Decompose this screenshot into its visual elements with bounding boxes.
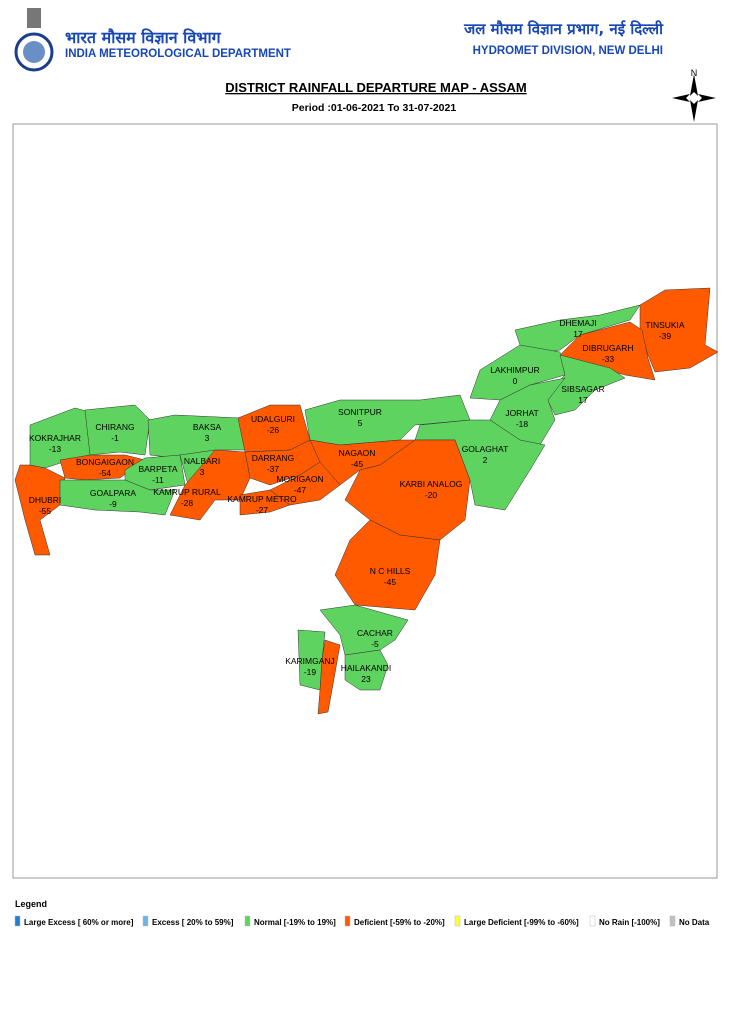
header-hindi-left: भारत मौसम विज्ञान विभाग xyxy=(65,28,222,47)
legend-label: No Data xyxy=(679,918,710,927)
district-value: -5 xyxy=(371,639,379,649)
district-name: CHIRANG xyxy=(95,422,134,432)
district-name: BAKSA xyxy=(193,422,222,432)
legend-swatch xyxy=(142,915,149,927)
district-shape xyxy=(239,489,291,516)
header-english-right: HYDROMET DIVISION, NEW DELHI xyxy=(473,45,663,57)
district-value: -45 xyxy=(384,577,397,587)
legend-swatch xyxy=(244,915,251,927)
district-shape xyxy=(317,639,341,715)
district-shape xyxy=(59,479,176,516)
district-shape xyxy=(334,519,441,611)
legend-label: Normal [-19% to 19%] xyxy=(254,918,336,927)
district-value: 17 xyxy=(573,329,583,339)
legend-label: Large Excess [ 60% or more] xyxy=(24,918,134,927)
district-value: -1 xyxy=(111,433,119,443)
legend-label: Deficient [-59% to -20%] xyxy=(354,918,445,927)
district-name: UDALGURI xyxy=(251,414,295,424)
district-shape xyxy=(414,419,546,511)
district-name: LAKHIMPUR xyxy=(490,365,540,375)
emblem xyxy=(14,8,54,72)
district-value: -9 xyxy=(109,499,117,509)
district-name: SIBSAGAR xyxy=(561,384,604,394)
district-name: GOALPARA xyxy=(90,488,136,498)
district-value: -55 xyxy=(39,506,52,516)
district-name: CACHAR xyxy=(357,628,393,638)
district-value: -45 xyxy=(351,459,364,469)
district-name: JORHAT xyxy=(505,408,538,418)
district-name: DARRANG xyxy=(252,453,295,463)
district-name: KOKRAJHAR xyxy=(29,433,81,443)
map-period: Period :01-06-2021 To 31-07-2021 xyxy=(292,102,457,114)
district-value: 5 xyxy=(358,418,363,428)
district-value: -19 xyxy=(304,667,317,677)
district-name: NAGAON xyxy=(339,448,376,458)
compass: N xyxy=(672,68,716,122)
district-value: 3 xyxy=(205,433,210,443)
district-name: DHUBRI xyxy=(29,495,62,505)
district-value: -26 xyxy=(267,425,280,435)
district-value: 0 xyxy=(513,376,518,386)
district-shape xyxy=(344,649,389,691)
district-value: -27 xyxy=(256,505,269,515)
district-shape xyxy=(147,414,246,461)
district-name: TINSUKIA xyxy=(645,320,685,330)
district-value: -18 xyxy=(516,419,529,429)
districts: KOKRAJHAR-13CHIRANG-1BAKSA3UDALGURI-26SO… xyxy=(14,287,719,715)
district-shape xyxy=(639,287,719,373)
district-name: GOLAGHAT xyxy=(462,444,509,454)
legend-label: Excess [ 20% to 59%] xyxy=(152,918,234,927)
district-value: -13 xyxy=(49,444,62,454)
district-value: -28 xyxy=(181,498,194,508)
district-value: -33 xyxy=(602,354,615,364)
district-value: -20 xyxy=(425,490,438,500)
legend-label: Large Deficient [-99% to -60%] xyxy=(464,918,579,927)
district-value: 17 xyxy=(578,395,588,405)
legend: Large Excess [ 60% or more] Excess [ 20% … xyxy=(14,915,710,927)
header-hindi-right: जल मौसम विज्ञान प्रभाग, नई दिल्ली xyxy=(463,20,664,38)
district-name: DHEMAJI xyxy=(559,318,596,328)
district-name: BARPETA xyxy=(138,464,177,474)
district-name: KARIMGANJ xyxy=(285,656,335,666)
district-value: 23 xyxy=(361,674,371,684)
district-name: NALBARI xyxy=(184,456,220,466)
district-value: 2 xyxy=(483,455,488,465)
legend-label: No Rain [-100%] xyxy=(599,918,660,927)
legend-swatch xyxy=(589,915,596,927)
district-name: KARBI ANALOG xyxy=(400,479,463,489)
district-value: -47 xyxy=(294,485,307,495)
legend-title: Legend xyxy=(15,899,47,909)
district-shape xyxy=(319,604,409,656)
district-name: MORIGAON xyxy=(276,474,323,484)
district-name: N C HILLS xyxy=(370,566,411,576)
map-frame xyxy=(12,123,718,879)
district-value: -39 xyxy=(659,331,672,341)
district-name: DIBRUGARH xyxy=(582,343,633,353)
district-value: -54 xyxy=(99,468,112,478)
district-value: -11 xyxy=(152,475,164,485)
header-english-left: INDIA METEOROLOGICAL DEPARTMENT xyxy=(65,48,291,60)
north-label: N xyxy=(691,68,698,78)
district-name: BONGAIGAON xyxy=(76,457,134,467)
legend-swatch xyxy=(14,915,21,927)
district-shape xyxy=(14,464,66,556)
map-title: DISTRICT RAINFALL DEPARTURE MAP - ASSAM xyxy=(225,80,526,95)
district-value: -37 xyxy=(267,464,280,474)
legend-swatch xyxy=(669,915,676,927)
district-value: 3 xyxy=(200,467,205,477)
legend-swatch xyxy=(344,915,351,927)
district-name: KAMRUP RURAL xyxy=(153,487,221,497)
district-name: KAMRUP METRO xyxy=(227,494,297,504)
legend-swatch xyxy=(454,915,461,927)
district-name: HAILAKANDI xyxy=(341,663,392,673)
district-name: SONITPUR xyxy=(338,407,382,417)
